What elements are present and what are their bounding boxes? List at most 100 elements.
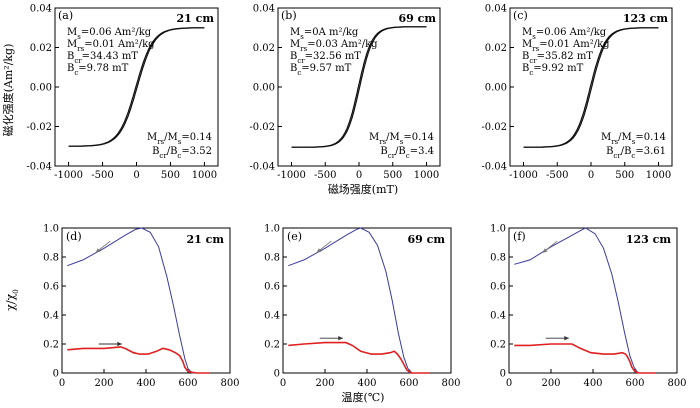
y-tick-label: 0.04 [30, 4, 52, 15]
arrow-head [117, 341, 122, 347]
depth-label: 21 cm [177, 12, 215, 25]
y-tick-label: 0.8 [43, 253, 59, 264]
x-tick-label: 0 [280, 378, 286, 389]
x-tick-label: 0 [506, 378, 512, 389]
x-tick-label: -1000 [509, 170, 538, 181]
cooling-curve [288, 227, 430, 374]
panel-letter: (e) [287, 230, 302, 243]
y-tick-label: 0.00 [253, 83, 275, 94]
y-tick-label: 0.8 [490, 253, 506, 264]
x-tick-label: -1000 [54, 170, 83, 181]
parameter-line: Bc=9.92 mT [522, 63, 584, 77]
parameter-line: Bc=9.78 mT [67, 63, 129, 77]
panel-letter: (c) [513, 9, 528, 22]
x-tick-label: 200 [541, 378, 560, 389]
x-tick-label: 1000 [646, 170, 671, 181]
x-tick-label: 500 [615, 170, 634, 181]
y-tick-label: 1.0 [43, 224, 59, 235]
y-tick-label: 0.02 [253, 43, 275, 54]
ratio-mrs-ms: Mrs/Ms=0.14 [147, 132, 212, 146]
parameter-line: Ms=0A m²/kg [290, 27, 359, 41]
x-tick-label: 600 [625, 378, 644, 389]
y-axis-title: 磁化强度(Am²/kg) [1, 44, 15, 137]
y-tick-label: 0 [500, 369, 506, 380]
y-tick-label: 0 [274, 369, 280, 380]
cooling-curve [67, 227, 209, 374]
hysteresis-branch-descending [68, 27, 205, 147]
x-tick-label: 800 [667, 378, 686, 389]
x-tick-label: 1000 [414, 170, 439, 181]
plot-frame [508, 227, 678, 374]
y-tick-label: 0.4 [264, 311, 280, 322]
ratio-mrs-ms: Mrs/Ms=0.14 [369, 132, 434, 146]
parameter-line: Bcr=34.43 mT [67, 51, 138, 65]
susceptibility-panel-3: 0 200 400 600 800 0 0.2 0.4 0.6 0.8 1.0 [490, 224, 686, 390]
arrow-head [564, 336, 569, 341]
parameter-line: Bc=9.57 mT [290, 63, 352, 77]
y-tick-label: 0.8 [264, 253, 280, 264]
y-tick-label: 0.02 [485, 43, 507, 54]
parameter-line: Ms=0.06 Am²/kg [67, 27, 152, 41]
y-tick-label: 1.0 [264, 224, 280, 235]
hysteresis-branch-descending [523, 27, 659, 148]
x-tick-label: 200 [94, 378, 113, 389]
ratio-bcr-bc: Bcr/Bc=3.61 [606, 146, 666, 160]
panel-letter: (b) [281, 9, 297, 22]
arrow-head [316, 248, 322, 253]
depth-label: 21 cm [187, 233, 225, 246]
x-tick-label: 0 [356, 170, 362, 181]
y-tick-label: 1.0 [490, 224, 506, 235]
depth-label: 69 cm [408, 233, 446, 246]
y-tick-label: 0 [53, 369, 59, 380]
x-axis-title: 磁场强度(mT) [328, 182, 398, 196]
y-tick-label: 0.4 [43, 311, 59, 322]
hysteresis-panel-1: -1000 -500 0 500 1000 -0.04 -0.02 0.00 0.02 0.04 [26, 4, 219, 181]
x-tick-label: 0 [133, 170, 139, 181]
ratio-bcr-bc: Bcr/Bc=3.52 [152, 146, 212, 160]
y-tick-label: -0.04 [26, 162, 52, 173]
depth-label: 123 cm [623, 12, 668, 25]
x-tick-label: 400 [583, 378, 602, 389]
y-tick-label: 0.02 [30, 43, 52, 54]
arrow-head [542, 248, 548, 253]
y-tick-label: 0.2 [43, 340, 59, 351]
x-tick-label: 500 [161, 170, 180, 181]
plot-frame [61, 227, 231, 374]
x-tick-label: 0 [59, 378, 65, 389]
x-tick-label: -500 [314, 170, 336, 181]
parameter-line: Ms=0.06 Am²/kg [522, 27, 607, 41]
parameter-line: Mrs=0.03 Am²/kg [290, 39, 378, 53]
hysteresis-panel-3: -1000 -500 0 500 1000 -0.04 -0.02 0.00 0.02 0.04 [481, 4, 673, 181]
cooling-curve [514, 227, 656, 374]
x-axis-title: 温度(℃) [342, 390, 385, 404]
arrow-head [338, 336, 343, 341]
y-tick-label: 0.6 [264, 282, 280, 293]
ratio-mrs-ms: Mrs/Ms=0.14 [601, 132, 666, 146]
parameter-line: Mrs=0.01 Am²/kg [522, 39, 610, 53]
y-tick-label: 0.2 [490, 340, 506, 351]
x-tick-label: -1000 [277, 170, 306, 181]
arrow-head [95, 248, 101, 253]
y-tick-label: 0.04 [253, 4, 275, 15]
x-tick-label: 600 [399, 378, 418, 389]
x-tick-label: 400 [357, 378, 376, 389]
depth-label: 123 cm [626, 233, 671, 246]
y-tick-label: 0.2 [264, 340, 280, 351]
y-tick-label: 0.6 [43, 282, 59, 293]
x-tick-label: 0 [588, 170, 594, 181]
ratio-bcr-bc: Bcr/Bc=3.4 [380, 146, 434, 160]
susceptibility-panel-2: 0 200 400 600 800 0 0.2 0.4 0.6 0.8 1.0 [264, 224, 460, 390]
y-tick-label: -0.04 [249, 162, 275, 173]
x-tick-label: 600 [178, 378, 197, 389]
depth-label: 69 cm [399, 12, 437, 25]
x-tick-label: -500 [91, 170, 113, 181]
panel-letter: (a) [58, 9, 73, 22]
x-tick-label: -500 [546, 170, 568, 181]
panel-letter: (f) [513, 230, 526, 243]
y-tick-label: -0.02 [26, 122, 52, 133]
y-tick-label: 0.04 [485, 4, 507, 15]
panel-letter: (d) [66, 230, 82, 243]
y-tick-label: -0.04 [481, 162, 507, 173]
hysteresis-panel-2: -1000 -500 0 500 1000 -0.04 -0.02 0.00 0.02 0.04 [249, 4, 441, 181]
y-tick-label: 0.6 [490, 282, 506, 293]
